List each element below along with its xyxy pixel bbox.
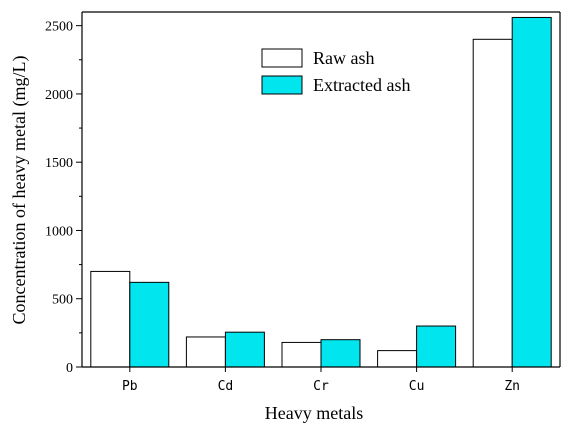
bar-pb-raw-ash xyxy=(90,270,131,368)
x-tick-label: Cd xyxy=(218,379,234,394)
legend-swatch xyxy=(261,48,303,68)
bar-cd-extracted-ash xyxy=(224,331,265,368)
y-tick-label: 1000 xyxy=(45,224,73,239)
bars-layer xyxy=(90,16,552,368)
bar-cd-raw-ash xyxy=(185,336,226,368)
x-tick-label: Zn xyxy=(504,379,520,394)
y-tick-label: 0 xyxy=(66,361,73,376)
bar-zn-raw-ash xyxy=(472,38,513,368)
bar-zn-extracted-ash xyxy=(511,16,552,368)
axes-layer xyxy=(81,11,561,368)
legend: Raw ash Extracted ash xyxy=(261,48,410,95)
y-tick-label: 500 xyxy=(52,293,73,308)
bar-cr-raw-ash xyxy=(281,341,322,368)
legend-label: Raw ash xyxy=(313,48,375,68)
x-tick-label: Cr xyxy=(313,379,329,394)
y-tick-label: 2500 xyxy=(45,20,73,35)
y-axis-title: Concentration of heavy metal (mg/L) xyxy=(9,56,30,325)
x-axis-title: Heavy metals xyxy=(265,403,363,423)
bar-cr-extracted-ash xyxy=(320,339,361,368)
bar-pb-extracted-ash xyxy=(129,281,170,368)
bar-cu-extracted-ash xyxy=(416,325,457,368)
y-tick-label: 2000 xyxy=(45,88,73,103)
y-tick-label: 1500 xyxy=(45,156,73,171)
x-tick-label: Cu xyxy=(409,379,425,394)
legend-swatch xyxy=(261,75,303,95)
bar-cu-raw-ash xyxy=(377,350,418,368)
legend-label: Extracted ash xyxy=(313,75,410,95)
ticks-layer: Pb Cd Cr Cu Zn 0 500 1000 1500 2000 2500 xyxy=(45,20,520,394)
x-tick-label: Pb xyxy=(122,379,138,394)
